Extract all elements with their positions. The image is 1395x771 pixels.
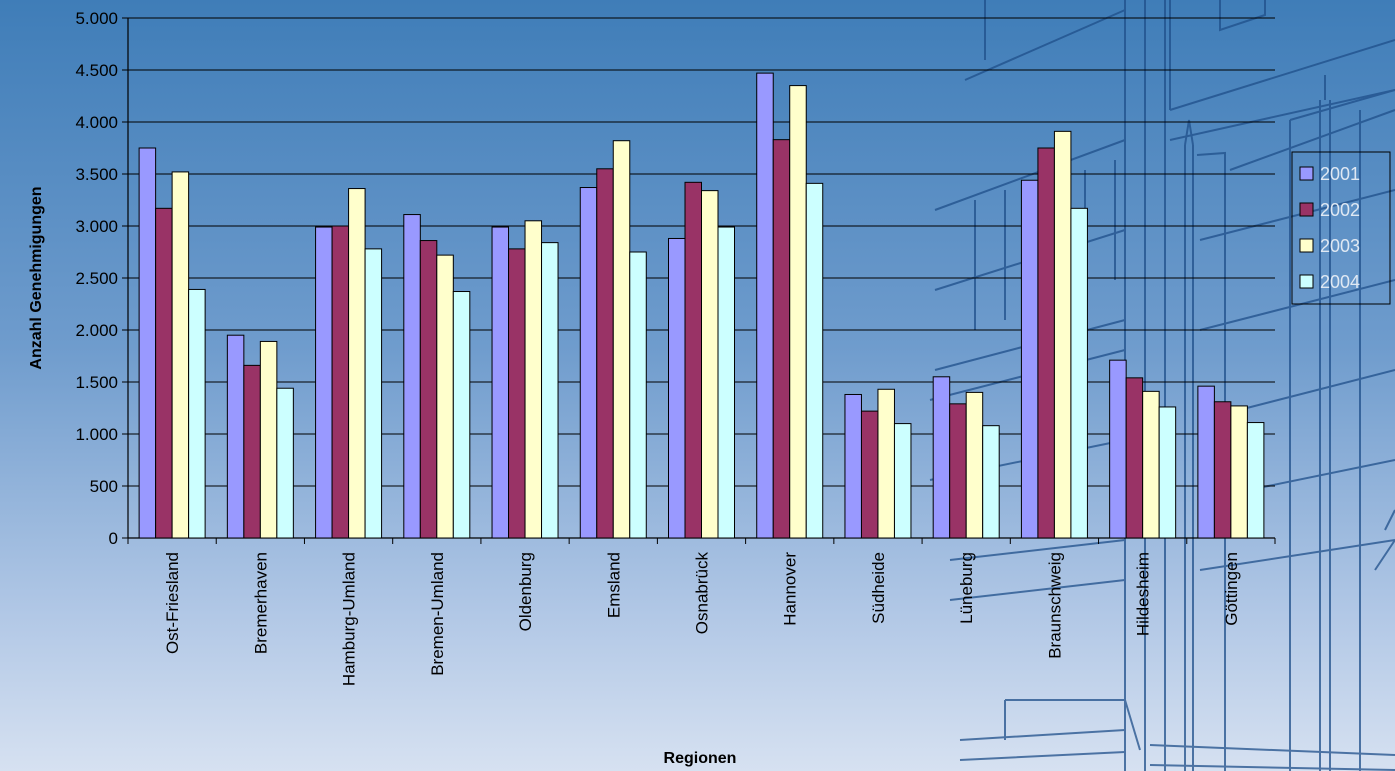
x-tick-label: Göttingen bbox=[1222, 552, 1241, 626]
legend-swatch-2004 bbox=[1299, 274, 1314, 289]
bar-2004 bbox=[893, 423, 912, 539]
bar-2002 bbox=[1125, 377, 1144, 539]
x-tick-label: Ost-Friesland bbox=[163, 552, 182, 654]
bar-2003 bbox=[524, 220, 543, 539]
legend: 2001 2002 2003 2004 bbox=[1291, 151, 1391, 305]
x-tick-label: Hannover bbox=[781, 552, 800, 626]
bar-2004 bbox=[541, 242, 559, 539]
legend-swatch-2003 bbox=[1299, 238, 1314, 253]
bar-2001 bbox=[1197, 385, 1215, 539]
bar-2002 bbox=[1037, 147, 1055, 539]
bar-2002 bbox=[860, 410, 879, 539]
y-tick-label: 3.000 bbox=[75, 217, 118, 236]
y-tick-label: 1.500 bbox=[75, 373, 118, 392]
bar-2003 bbox=[877, 388, 895, 539]
building-line-art bbox=[929, 0, 1395, 771]
bar-2001 bbox=[844, 393, 862, 539]
legend-label: 2003 bbox=[1320, 236, 1360, 256]
x-tick-label: Bremerhaven bbox=[251, 552, 270, 654]
bar-2002 bbox=[772, 139, 791, 539]
bar-2004 bbox=[1070, 207, 1088, 539]
bar-2003 bbox=[259, 340, 278, 539]
legend-label: 2001 bbox=[1320, 164, 1360, 184]
bar-2001 bbox=[315, 226, 333, 539]
y-tick-label: 4.500 bbox=[75, 61, 118, 80]
bar-2003 bbox=[171, 171, 190, 539]
bar-2004 bbox=[364, 248, 383, 539]
bar-2001 bbox=[491, 226, 510, 539]
bar-2003 bbox=[701, 190, 719, 539]
bar-2004 bbox=[188, 288, 206, 539]
bar-2004 bbox=[982, 425, 1000, 539]
y-axis-title: Anzahl Genehmigungen bbox=[28, 186, 45, 369]
bar-2001 bbox=[226, 334, 245, 539]
bar-2004 bbox=[1246, 422, 1265, 539]
legend-swatch-2001 bbox=[1299, 166, 1314, 181]
bar-2001 bbox=[403, 214, 421, 539]
x-tick-label: Südheide bbox=[869, 552, 888, 624]
bar-2003 bbox=[1142, 390, 1160, 539]
bar-2002 bbox=[949, 403, 967, 539]
bar-2001 bbox=[138, 147, 157, 539]
bar-2004 bbox=[629, 251, 647, 539]
x-tick-label: Braunschweig bbox=[1045, 552, 1064, 659]
bar-2002 bbox=[684, 181, 702, 539]
legend-label: 2002 bbox=[1320, 200, 1360, 220]
bar-2002 bbox=[508, 248, 526, 539]
x-tick-label: Oldenburg bbox=[516, 552, 535, 631]
bar-2001 bbox=[1109, 359, 1127, 539]
x-tick-label: Emsland bbox=[604, 552, 623, 618]
bar-2003 bbox=[436, 254, 454, 539]
bar-2003 bbox=[965, 391, 984, 539]
x-tick-label: Hildesheim bbox=[1134, 552, 1153, 636]
y-tick-label: 3.500 bbox=[75, 165, 118, 184]
bar-2004 bbox=[805, 182, 824, 539]
bar-2001 bbox=[932, 376, 951, 539]
bar-2004 bbox=[1158, 406, 1177, 539]
bar-2002 bbox=[155, 207, 173, 539]
bar-2002 bbox=[331, 225, 350, 539]
legend-label: 2004 bbox=[1320, 272, 1360, 292]
y-tick-label: 5.000 bbox=[75, 9, 118, 28]
bar-2002 bbox=[419, 240, 438, 539]
x-axis-title: Regionen bbox=[664, 750, 737, 767]
bar-2002 bbox=[596, 168, 614, 539]
bar-2003 bbox=[789, 85, 807, 539]
bar-2004 bbox=[276, 387, 294, 539]
bar-2001 bbox=[1020, 179, 1039, 539]
bar-2004 bbox=[452, 291, 471, 539]
bar-2002 bbox=[243, 364, 261, 539]
bar-2002 bbox=[1213, 401, 1232, 539]
bar-2003 bbox=[1230, 405, 1248, 539]
x-tick-label: Lüneburg bbox=[957, 552, 976, 624]
x-tick-label: Bremen-Umland bbox=[428, 552, 447, 676]
legend-box bbox=[1291, 151, 1391, 305]
y-tick-label: 500 bbox=[90, 477, 118, 496]
x-tick-label: Osnabrück bbox=[693, 552, 712, 635]
legend-swatch-2002 bbox=[1299, 202, 1314, 217]
bar-2001 bbox=[756, 72, 774, 539]
bar-2001 bbox=[668, 237, 686, 539]
bar-2004 bbox=[717, 226, 735, 539]
y-tick-label: 2.500 bbox=[75, 269, 118, 288]
bar-2003 bbox=[1053, 130, 1072, 539]
y-tick-label: 1.000 bbox=[75, 425, 118, 444]
y-tick-label: 2.000 bbox=[75, 321, 118, 340]
y-tick-label: 4.000 bbox=[75, 113, 118, 132]
bar-2003 bbox=[612, 140, 631, 539]
y-tick-label: 0 bbox=[109, 529, 118, 548]
x-tick-label: Hamburg-Umland bbox=[340, 552, 359, 686]
bar-2001 bbox=[579, 187, 598, 539]
bar-2003 bbox=[348, 188, 366, 539]
